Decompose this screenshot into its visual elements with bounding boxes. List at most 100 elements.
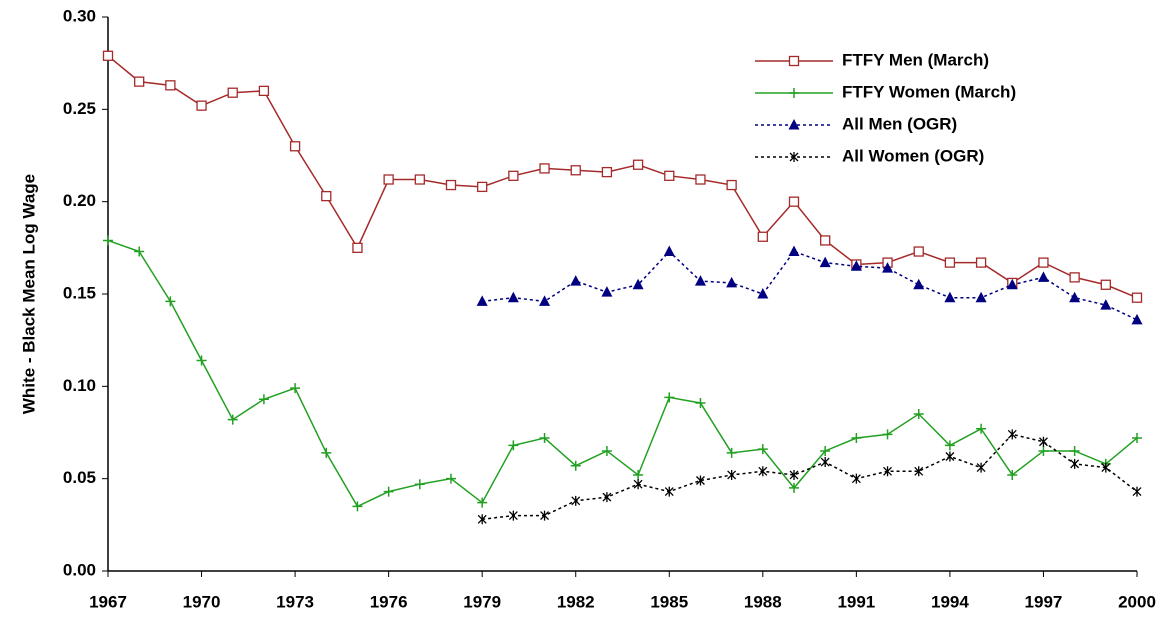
marker (258, 394, 269, 405)
legend-label: FTFY Women (March) (842, 82, 1016, 101)
marker (227, 87, 238, 98)
marker (851, 473, 861, 484)
marker (820, 457, 830, 468)
marker (1007, 469, 1018, 480)
marker (976, 462, 986, 473)
marker (945, 451, 955, 462)
y-tick-label: 0.00 (63, 560, 96, 579)
marker (726, 447, 737, 458)
marker (1100, 299, 1112, 310)
marker (1132, 433, 1142, 444)
marker (1037, 271, 1049, 282)
marker (539, 163, 550, 174)
marker (570, 165, 581, 176)
y-tick-label: 0.20 (63, 191, 96, 210)
marker (602, 492, 612, 503)
marker (540, 510, 550, 521)
marker (788, 245, 800, 257)
marker (227, 414, 238, 425)
y-tick-label: 0.30 (63, 6, 96, 25)
marker (1006, 278, 1018, 290)
marker (664, 486, 674, 497)
legend-label: FTFY Men (March) (842, 50, 989, 69)
marker (664, 170, 675, 181)
marker (508, 510, 518, 521)
marker (882, 262, 894, 273)
marker (258, 85, 270, 97)
marker (196, 355, 207, 366)
series-line (107, 239, 1138, 508)
marker (820, 445, 831, 456)
marker (352, 242, 363, 253)
marker (1069, 291, 1081, 303)
marker (788, 119, 800, 130)
series-line (482, 250, 1138, 321)
marker (882, 429, 893, 440)
x-tick-label: 1997 (1025, 592, 1063, 611)
marker (664, 392, 675, 403)
marker (476, 295, 488, 306)
series-line (107, 55, 1138, 299)
marker (1069, 272, 1080, 283)
marker (601, 445, 612, 456)
marker (975, 257, 987, 268)
marker (632, 278, 644, 290)
marker (508, 440, 519, 451)
marker (570, 460, 581, 471)
marker (1038, 257, 1049, 268)
x-tick-label: 1973 (276, 592, 314, 611)
series-line (482, 433, 1138, 521)
marker (165, 296, 176, 307)
marker (477, 181, 488, 193)
marker (290, 383, 301, 394)
marker (414, 174, 425, 185)
marker (851, 433, 862, 444)
marker (727, 469, 737, 480)
y-tick-label: 0.25 (63, 99, 96, 118)
marker (632, 159, 644, 170)
marker (289, 141, 301, 152)
x-tick-label: 1967 (89, 592, 127, 611)
marker (539, 295, 551, 306)
marker (1101, 462, 1111, 473)
marker (1069, 445, 1080, 456)
legend-label: All Women (OGR) (842, 146, 984, 165)
x-tick-label: 1976 (370, 592, 408, 611)
y-tick-label: 0.10 (63, 376, 96, 395)
marker (944, 440, 955, 451)
marker (352, 501, 363, 512)
marker (571, 495, 581, 506)
marker (757, 231, 768, 242)
marker (663, 245, 675, 257)
marker (601, 286, 613, 297)
marker (134, 246, 145, 257)
marker (913, 278, 925, 290)
marker (694, 275, 706, 286)
marker (383, 174, 394, 185)
marker (695, 174, 706, 185)
marker (477, 514, 487, 525)
marker (944, 291, 956, 303)
marker (383, 486, 394, 497)
marker (508, 170, 519, 181)
x-tick-label: 1970 (183, 592, 221, 611)
legend-label: All Men (OGR) (842, 114, 957, 133)
marker (1007, 429, 1017, 440)
marker (134, 76, 145, 87)
x-tick-label: 2000 (1118, 592, 1156, 611)
marker (913, 409, 924, 420)
x-tick-label: 1982 (557, 592, 595, 611)
marker (788, 55, 800, 67)
marker (321, 447, 332, 458)
marker (103, 235, 113, 246)
x-tick-label: 1979 (463, 592, 501, 611)
marker (570, 275, 582, 286)
marker (1038, 445, 1049, 456)
marker (165, 80, 176, 91)
marker (757, 288, 769, 299)
y-axis-label: White - Black Mean Log Wage (19, 174, 38, 414)
marker (102, 50, 114, 61)
marker (1132, 486, 1142, 497)
marker (726, 179, 737, 191)
